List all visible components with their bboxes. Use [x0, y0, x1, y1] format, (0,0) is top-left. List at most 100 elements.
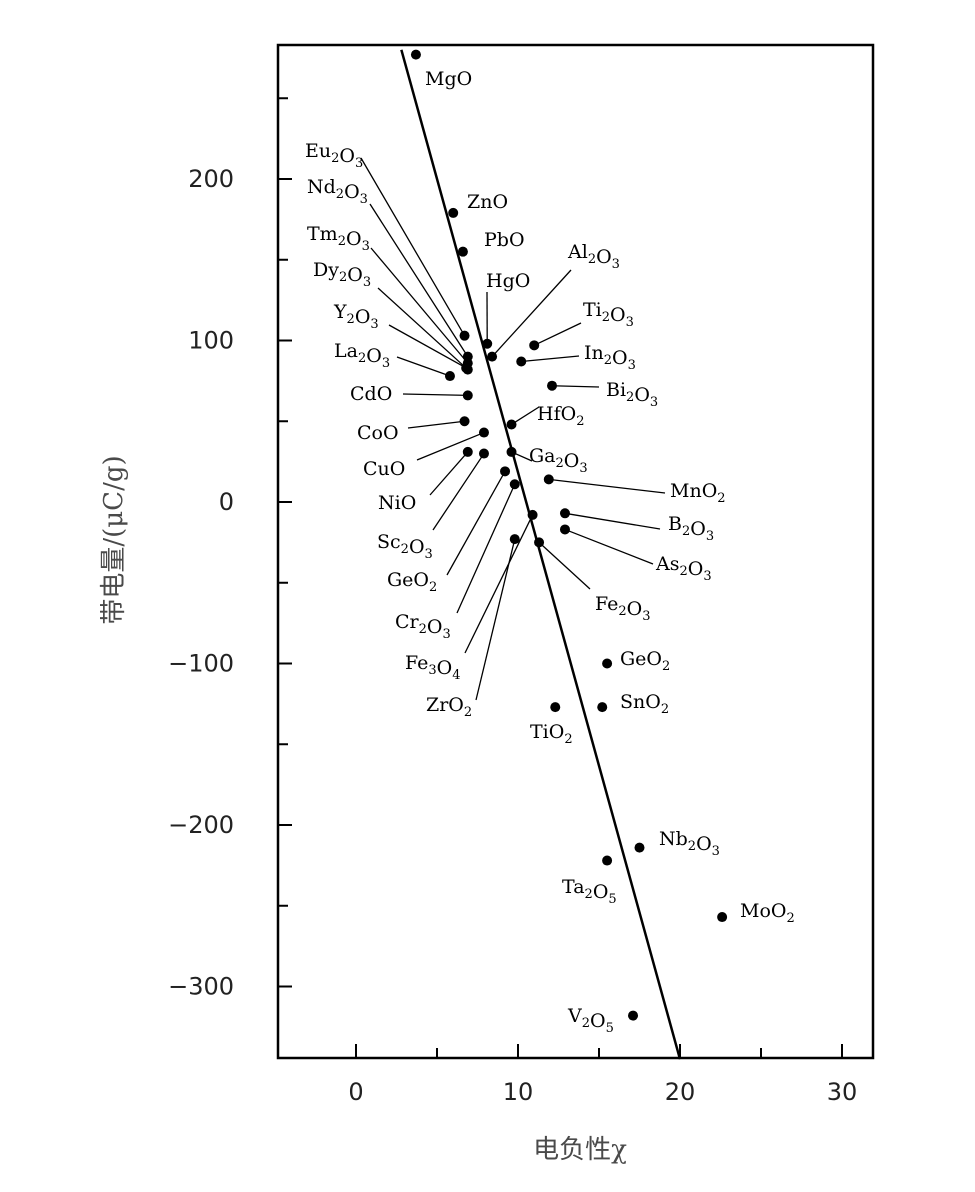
- data-point: [516, 356, 527, 367]
- x-tick-label: 30: [827, 1078, 858, 1106]
- leader-line: [432, 453, 485, 531]
- data-point: [602, 658, 613, 669]
- data-point: [559, 508, 570, 519]
- point-label: Tm2O3: [307, 223, 370, 254]
- point-label: ZnO: [467, 191, 508, 213]
- point-label: SnO2: [620, 691, 669, 717]
- leader-line: [429, 451, 469, 496]
- point-label: Fe2O3: [595, 593, 651, 624]
- point-label: Bi2O3: [606, 379, 658, 410]
- point-label: Dy2O3: [313, 259, 371, 290]
- data-point: [634, 842, 645, 853]
- data-point: [482, 338, 493, 349]
- data-point: [461, 362, 472, 373]
- point-label: Sc2O3: [377, 531, 433, 562]
- data-point: [478, 448, 489, 459]
- point-label: Ga2O3: [529, 445, 588, 476]
- leader-line: [552, 385, 600, 388]
- point-label: Y2O3: [333, 301, 379, 332]
- point-label: NiO: [378, 492, 416, 514]
- point-label: As2O3: [655, 553, 712, 584]
- x-tick-label: 10: [503, 1078, 534, 1106]
- label-leader-lines: [360, 157, 666, 701]
- point-label: CoO: [357, 422, 399, 444]
- y-tick-label: −200: [168, 811, 234, 839]
- point-label: In2O3: [584, 342, 636, 373]
- axis-ticks: 0 10 20 30 −300 −200 −100 0 100 200: [168, 97, 858, 1106]
- leader-line: [538, 541, 591, 590]
- data-point: [506, 446, 517, 457]
- leader-line: [464, 514, 534, 654]
- leader-line: [491, 269, 572, 358]
- data-point: [628, 1010, 639, 1021]
- y-tick-label: −100: [168, 650, 234, 678]
- leader-line: [533, 322, 582, 346]
- point-label: Ti2O3: [583, 299, 634, 330]
- leader-line: [521, 355, 580, 363]
- point-label: Nd2O3: [307, 176, 368, 207]
- point-label: HfO2: [537, 403, 584, 429]
- y-axis-label: 带电量/(μC/g): [99, 455, 129, 624]
- data-point: [457, 246, 468, 257]
- leader-line: [416, 431, 485, 461]
- point-label: B2O3: [668, 513, 714, 544]
- data-point: [478, 427, 489, 438]
- y-tick-label: −300: [168, 973, 234, 1001]
- point-label: CuO: [363, 458, 405, 480]
- data-points: [410, 49, 728, 1021]
- point-label: TiO2: [530, 721, 573, 747]
- point-label: Fe3O4: [405, 652, 461, 683]
- data-point: [534, 537, 545, 548]
- point-label: V2O5: [567, 1005, 614, 1036]
- point-label: MnO2: [670, 480, 726, 506]
- data-point: [500, 466, 511, 477]
- fit-line: [400, 49, 682, 1060]
- point-label: GeO2: [387, 569, 437, 595]
- plot-frame: [276, 43, 875, 1060]
- leader-line: [370, 247, 469, 364]
- data-point: [543, 474, 554, 485]
- point-label: PbO: [484, 229, 525, 251]
- point-label: ZrO2: [426, 694, 472, 720]
- point-label: MoO2: [740, 900, 795, 926]
- data-point: [509, 479, 520, 490]
- point-label: Nb2O3: [659, 828, 720, 859]
- leader-line: [511, 406, 540, 426]
- leader-line: [446, 470, 506, 576]
- y-tick-label: 200: [188, 165, 234, 193]
- leader-line: [407, 420, 465, 429]
- data-point: [487, 351, 498, 362]
- leader-line: [396, 356, 451, 377]
- x-tick-label: 0: [348, 1078, 363, 1106]
- leader-line: [548, 478, 666, 494]
- data-point: [559, 524, 570, 535]
- data-point: [459, 330, 470, 341]
- point-label: Al2O3: [567, 241, 620, 272]
- point-label: GeO2: [620, 648, 670, 674]
- data-point: [459, 416, 470, 427]
- data-point: [509, 534, 520, 545]
- leader-line: [564, 528, 654, 565]
- data-point: [547, 380, 558, 391]
- leader-line: [388, 324, 467, 369]
- data-point: [717, 912, 728, 923]
- point-labels: MgO ZnO PbO Eu2O3 Nd2O3 Tm2O3 Dy2O3 Y2O3 La2O3 Hg…: [305, 68, 795, 1036]
- data-point: [597, 702, 608, 713]
- data-point: [550, 702, 561, 713]
- point-label: HgO: [486, 270, 530, 292]
- x-tick-label: 20: [665, 1078, 696, 1106]
- point-label: La2O3: [334, 340, 390, 371]
- point-label: Ta2O5: [562, 876, 617, 907]
- data-point: [410, 49, 421, 60]
- data-point: [602, 855, 613, 866]
- leader-line: [456, 483, 516, 614]
- leader-line: [377, 287, 469, 371]
- y-tick-label: 100: [188, 327, 234, 355]
- data-point: [448, 207, 459, 218]
- y-tick-label: 0: [219, 488, 234, 516]
- data-point: [527, 509, 538, 520]
- point-label: CdO: [350, 383, 392, 405]
- leader-line: [360, 157, 466, 336]
- leader-line: [564, 512, 661, 530]
- data-point: [444, 371, 455, 382]
